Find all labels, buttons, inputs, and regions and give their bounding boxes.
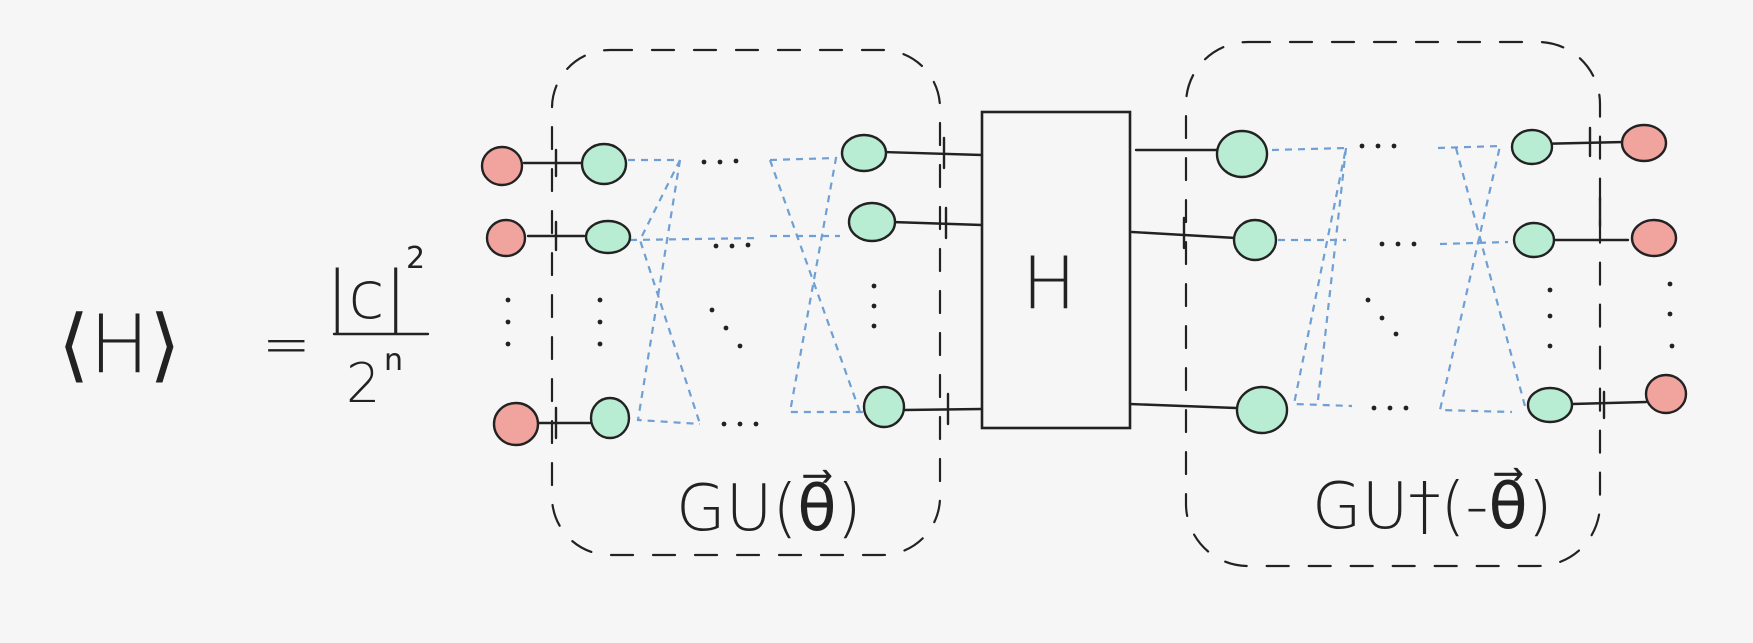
right-ellipsis — [1359, 143, 1675, 411]
dot — [1365, 297, 1371, 303]
right-unitary-block — [1184, 40, 1602, 568]
wire — [882, 150, 984, 157]
entangler-link — [628, 158, 701, 426]
gate-node — [862, 385, 906, 429]
dot — [709, 307, 715, 313]
dot — [597, 297, 603, 303]
right-output-nodes — [1620, 123, 1688, 415]
dot — [1547, 287, 1553, 293]
gate-node — [840, 133, 888, 173]
dot — [753, 421, 759, 427]
dot — [1393, 331, 1399, 337]
entangler-link — [768, 159, 862, 413]
output-state-node — [1644, 373, 1688, 415]
left-unitary-block — [550, 48, 942, 557]
left-gate-nodes — [580, 133, 906, 440]
operator-box — [980, 110, 1132, 430]
operator-label: H — [1022, 241, 1076, 325]
gate-node — [1215, 129, 1269, 179]
dot — [713, 243, 719, 249]
dot — [597, 319, 603, 325]
dot — [1667, 311, 1673, 317]
right-block-label: GU†(-θ⃗) — [1312, 467, 1553, 544]
expectation-lhs: ⟨H⟩ — [58, 298, 181, 391]
denominator: 2 — [346, 352, 380, 415]
wire — [1570, 400, 1648, 406]
gate-node — [1235, 385, 1289, 435]
dot — [737, 421, 743, 427]
wire — [890, 220, 984, 227]
left-entangler-links — [628, 156, 870, 426]
dot — [701, 159, 707, 165]
entangler-link — [1437, 144, 1513, 414]
dot — [1359, 143, 1365, 149]
left-wires — [522, 136, 984, 440]
right-wires — [1128, 126, 1648, 420]
wire — [1128, 402, 1238, 410]
gate-node — [1512, 221, 1556, 259]
right-entangler-links — [1271, 144, 1528, 414]
dot — [1547, 343, 1553, 349]
dot — [505, 297, 511, 303]
entangler-link — [1454, 147, 1528, 411]
input-state-node — [492, 401, 540, 447]
dot — [1667, 281, 1673, 287]
entangler-link — [1439, 240, 1509, 246]
entangler-link — [629, 236, 761, 242]
dot — [1379, 241, 1385, 247]
dot — [745, 242, 751, 248]
wire — [902, 407, 984, 412]
dot — [721, 421, 727, 427]
dot — [1371, 405, 1377, 411]
dot — [1669, 343, 1675, 349]
output-state-node — [1620, 123, 1668, 163]
gate-node — [1526, 386, 1574, 424]
dot — [1395, 241, 1401, 247]
entangler-link — [1271, 146, 1353, 408]
input-state-node — [480, 145, 524, 187]
gate-node — [1232, 218, 1278, 262]
dot — [597, 341, 603, 347]
numerator: |c| — [326, 257, 407, 334]
gate-node — [1510, 128, 1554, 166]
gate-node — [847, 201, 897, 243]
dot — [1379, 315, 1385, 321]
gate-node — [589, 396, 631, 440]
left-ellipsis — [505, 158, 877, 427]
dot — [1375, 143, 1381, 149]
left-block-label: GU(θ⃗) — [676, 469, 862, 546]
dot — [1547, 313, 1553, 319]
denominator-exponent: n — [384, 343, 403, 378]
entangler-link — [638, 159, 702, 425]
dot — [871, 283, 877, 289]
numerator-exponent: 2 — [406, 241, 425, 276]
dot — [505, 319, 511, 325]
entangler-link — [1316, 147, 1348, 401]
dot — [723, 325, 729, 331]
dot — [733, 158, 739, 164]
gate-node — [584, 219, 632, 255]
dot — [871, 323, 877, 329]
dot — [871, 303, 877, 309]
dot — [1387, 405, 1393, 411]
dot — [1411, 241, 1417, 247]
dot — [737, 343, 743, 349]
dot — [1403, 405, 1409, 411]
dot — [729, 243, 735, 249]
equation: ⟨H⟩ = |c| 2 2 n — [58, 241, 430, 415]
dot — [505, 341, 511, 347]
equals-sign: = — [262, 310, 311, 378]
right-gate-nodes — [1215, 128, 1574, 435]
output-state-node — [1630, 218, 1678, 258]
gate-node — [580, 142, 628, 186]
entangler-link — [769, 156, 870, 414]
dot — [717, 159, 723, 165]
input-state-node — [485, 218, 527, 258]
left-input-nodes — [480, 145, 540, 447]
dot — [1391, 143, 1397, 149]
